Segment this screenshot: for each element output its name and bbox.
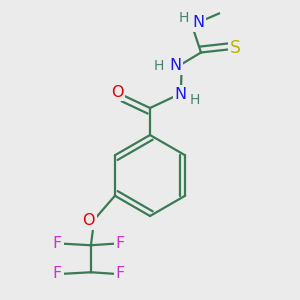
Text: O: O <box>82 213 95 228</box>
Text: F: F <box>116 236 125 251</box>
Text: S: S <box>230 39 241 57</box>
Text: N: N <box>192 15 204 30</box>
Text: H: H <box>178 11 189 25</box>
Text: N: N <box>175 87 187 102</box>
Text: H: H <box>190 93 200 106</box>
Text: F: F <box>53 236 62 251</box>
Text: H: H <box>154 59 164 73</box>
Text: O: O <box>111 85 123 100</box>
Text: F: F <box>53 266 62 281</box>
Text: N: N <box>169 58 181 74</box>
Text: F: F <box>116 266 125 281</box>
